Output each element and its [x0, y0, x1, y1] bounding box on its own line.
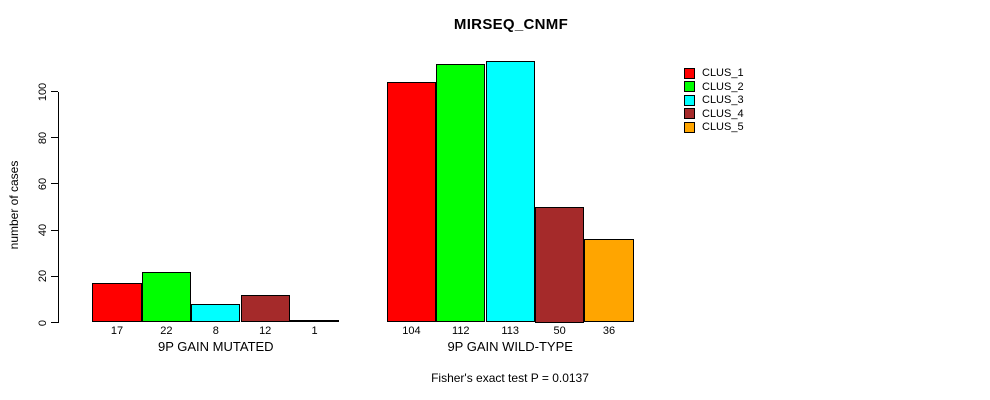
y-tick: [51, 275, 58, 277]
legend-item: CLUS_2: [684, 81, 744, 93]
bar-value-label: 113: [501, 325, 519, 337]
legend-label: CLUS_5: [702, 121, 744, 134]
y-axis-line: [57, 91, 59, 323]
legend-item: CLUS_1: [684, 67, 744, 79]
legend-item: CLUS_3: [684, 94, 744, 106]
y-tick-label: 40: [37, 223, 49, 237]
bar-value-label: 1: [311, 325, 318, 337]
legend-label: CLUS_4: [702, 107, 744, 120]
bar-value-label: 104: [402, 325, 421, 337]
y-tick-label: 80: [37, 131, 49, 144]
y-tick-label: 20: [37, 270, 49, 283]
bar-value-label: 17: [110, 325, 124, 337]
legend-item: CLUS_5: [684, 121, 744, 133]
fisher-test-label: Fisher's exact test P = 0.0137: [431, 371, 589, 385]
legend-swatch: [684, 81, 695, 93]
group-label: 9P GAIN MUTATED: [158, 339, 274, 354]
legend-label: CLUS_2: [702, 80, 744, 93]
y-axis-title: number of cases: [7, 160, 21, 250]
bar: [289, 320, 340, 323]
group-label: 9P GAIN WILD-TYPE: [447, 339, 573, 354]
legend-item: CLUS_4: [684, 108, 744, 120]
legend-label: CLUS_1: [702, 67, 744, 79]
y-tick-label: 0: [37, 319, 49, 326]
bar-value-label: 22: [160, 325, 173, 337]
bar: [485, 61, 535, 323]
bar: [92, 283, 142, 323]
legend-swatch: [684, 94, 695, 106]
bar: [240, 294, 290, 323]
bar: [386, 82, 437, 323]
y-tick: [51, 229, 58, 231]
bar: [436, 63, 486, 323]
bar: [191, 304, 241, 323]
y-tick-label: 100: [37, 82, 49, 101]
chart-title: MIRSEQ_CNMF: [453, 16, 569, 33]
y-tick-label: 60: [37, 177, 49, 191]
legend-swatch: [684, 67, 695, 79]
bar-value-label: 8: [212, 325, 219, 337]
bar-value-label: 112: [452, 325, 470, 337]
y-tick: [51, 183, 58, 185]
bar: [584, 239, 634, 323]
y-tick: [51, 322, 58, 323]
legend-label: CLUS_3: [702, 94, 744, 107]
legend-swatch: [684, 121, 695, 133]
legend-swatch: [684, 108, 695, 120]
y-tick: [51, 137, 58, 139]
bar: [534, 207, 585, 323]
bar-value-label: 36: [602, 325, 616, 337]
bar-value-label: 12: [259, 325, 272, 337]
y-tick: [51, 91, 58, 92]
bar-value-label: 50: [553, 325, 566, 337]
bar: [141, 271, 192, 323]
